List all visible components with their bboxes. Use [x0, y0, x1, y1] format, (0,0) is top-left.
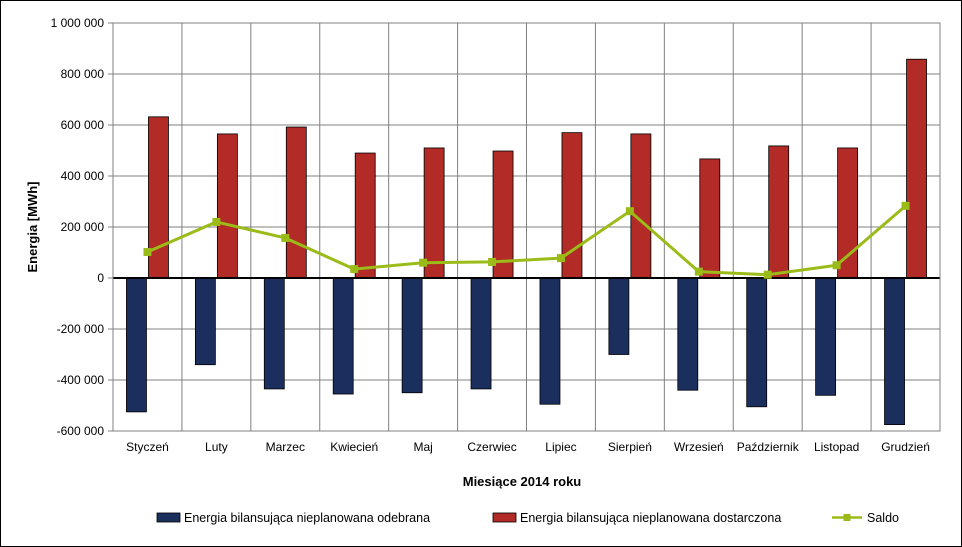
- legend-swatch-odebrana: [156, 512, 181, 523]
- x-tick-label: Maj: [413, 440, 432, 454]
- y-tick-label: -200 000: [57, 322, 105, 336]
- saldo-point: [763, 270, 772, 279]
- y-tick-label: 1 000 000: [51, 16, 105, 30]
- bar-odebrana: [884, 277, 905, 426]
- x-tick-label: Listopad: [814, 440, 859, 454]
- legend-label-dostarczona: Energia bilansująca nieplanowana dostarc…: [520, 511, 781, 525]
- bar-odebrana: [539, 277, 561, 405]
- saldo-point: [350, 265, 359, 274]
- bar-dostarczona: [906, 58, 927, 279]
- y-tick-label: 600 000: [61, 118, 105, 132]
- bar-marks: [126, 58, 927, 426]
- legend-item-saldo: Saldo: [832, 511, 899, 525]
- x-tick-label: Wrzesień: [674, 440, 724, 454]
- x-tick-label: Marzec: [266, 440, 305, 454]
- saldo-point: [488, 257, 497, 266]
- bar-odebrana: [263, 277, 285, 390]
- saldo-point: [901, 201, 910, 210]
- x-tick-label: Sierpień: [608, 440, 652, 454]
- saldo-line: [146, 204, 907, 277]
- legend-item-dostarczona: Energia bilansująca nieplanowana dostarc…: [492, 511, 781, 525]
- saldo-line-series: [143, 201, 910, 279]
- bar-odebrana: [401, 277, 423, 394]
- legend-swatch-saldo-marker: [843, 514, 851, 521]
- x-tick-label: Kwiecień: [330, 440, 378, 454]
- x-tick-label: Grudzień: [881, 440, 930, 454]
- saldo-point: [281, 233, 290, 242]
- vertical-gridlines: [181, 23, 872, 431]
- legend-item-odebrana: Energia bilansująca nieplanowana odebran…: [156, 511, 430, 525]
- saldo-point: [832, 261, 841, 270]
- bar-dostarczona: [285, 126, 307, 279]
- bar-odebrana: [815, 277, 837, 396]
- bar-dostarczona: [699, 158, 721, 279]
- legend-label-odebrana: Energia bilansująca nieplanowana odebran…: [184, 511, 430, 525]
- bar-dostarczona: [768, 145, 790, 279]
- y-tick-label: -400 000: [57, 373, 105, 387]
- saldo-point: [625, 207, 634, 216]
- y-axis-title: Energia [MWh]: [25, 182, 40, 273]
- y-tick-labels: 1 000 000 800 000 600 000 400 000 200 000 0 -2…: [51, 16, 105, 438]
- bar-dostarczona: [837, 147, 859, 279]
- x-tick-label: Styczeń: [126, 440, 169, 454]
- bar-odebrana: [126, 277, 147, 413]
- bar-odebrana: [470, 277, 492, 390]
- saldo-point: [212, 217, 221, 226]
- bar-dostarczona: [354, 152, 376, 279]
- x-tick-label: Lipiec: [545, 440, 576, 454]
- bar-odebrana: [608, 277, 630, 355]
- saldo-point: [143, 247, 152, 256]
- bar-odebrana: [332, 277, 354, 395]
- legend: Energia bilansująca nieplanowana odebran…: [156, 511, 899, 525]
- bar-dostarczona: [216, 133, 238, 279]
- y-tick-label: 0: [97, 271, 104, 285]
- bar-odebrana: [746, 277, 768, 408]
- bar-dostarczona: [630, 133, 652, 279]
- x-axis-title: Miesiące 2014 roku: [463, 474, 582, 489]
- y-tick-label: 400 000: [61, 169, 105, 183]
- legend-label-saldo: Saldo: [867, 511, 899, 525]
- legend-swatch-dostarczona: [492, 512, 517, 523]
- x-tick-label: Luty: [205, 440, 228, 454]
- x-tick-label: Październik: [737, 440, 800, 454]
- plot-border: [112, 22, 941, 432]
- y-tick-label: 800 000: [61, 67, 105, 81]
- saldo-point: [694, 267, 703, 276]
- saldo-point: [419, 258, 428, 267]
- x-tick-label: Czerwiec: [467, 440, 516, 454]
- y-tick-label: -600 000: [57, 424, 105, 438]
- saldo-point: [556, 254, 565, 263]
- x-tick-labels: Styczeń Luty Marzec Kwiecień Maj Czerwiec Lipi…: [126, 440, 930, 454]
- bar-odebrana: [677, 277, 699, 391]
- bar-dostarczona: [423, 147, 445, 279]
- y-tick-label: 200 000: [61, 220, 105, 234]
- bar-odebrana: [194, 277, 216, 366]
